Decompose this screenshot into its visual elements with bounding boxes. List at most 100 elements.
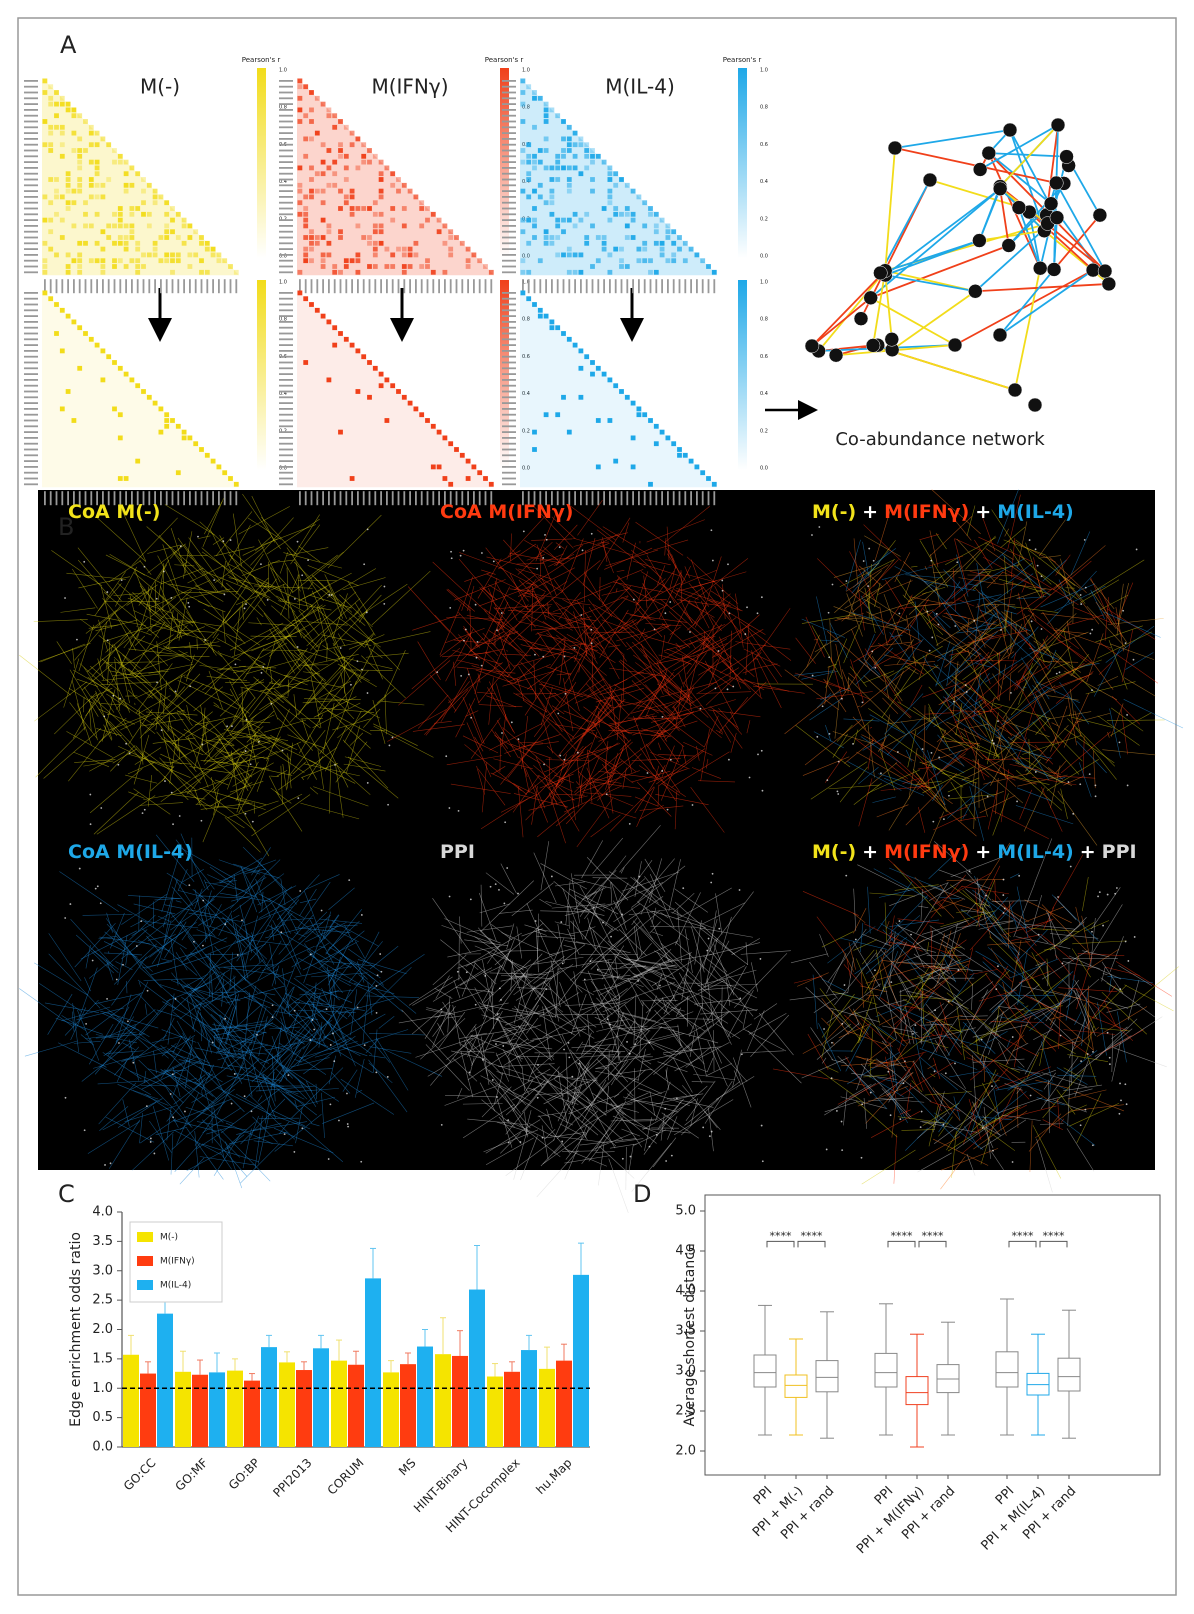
gene-label (702, 491, 704, 505)
gene-label (279, 437, 293, 439)
heatmap-cell (671, 241, 676, 246)
network-node (245, 813, 247, 815)
heatmap-cell (101, 183, 106, 188)
network-node (363, 563, 365, 565)
network-node (188, 606, 190, 608)
heatmap-cell (43, 195, 48, 200)
network-node (106, 591, 108, 593)
heatmap-cell (466, 264, 471, 269)
gene-label (279, 219, 293, 221)
gene-label (299, 491, 301, 505)
network-title: CoA M(-) (68, 501, 160, 523)
network-node (338, 1120, 340, 1122)
heatmap-cell (419, 264, 424, 269)
heatmap-cell (419, 224, 424, 229)
gene-label (650, 279, 652, 293)
heatmap-cell (124, 224, 129, 229)
network-edge (885, 275, 975, 291)
heatmap-cell (60, 102, 65, 107)
heatmap-cell (590, 264, 595, 269)
network-node (1079, 783, 1081, 785)
network-node (609, 1024, 611, 1026)
network-node (1122, 610, 1124, 612)
gene-label (279, 254, 293, 256)
heatmap-cell (338, 235, 343, 240)
network-node (175, 691, 177, 693)
network-node (822, 705, 824, 707)
heatmap-cell (60, 235, 65, 240)
gene-label (679, 491, 681, 505)
network-node (938, 756, 940, 758)
gene-label (502, 254, 516, 256)
network-node (741, 1053, 743, 1055)
heatmap-cell (448, 441, 453, 446)
gene-label (24, 425, 38, 427)
heatmap-cell (448, 247, 453, 252)
gene-label (502, 115, 516, 117)
network-node (1041, 628, 1043, 630)
network-node (606, 793, 608, 795)
heatmap-cell (521, 218, 526, 223)
network-node (866, 338, 880, 352)
heatmap-cell (66, 270, 71, 275)
heatmap-cell (147, 224, 152, 229)
gene-label (279, 478, 293, 480)
network-node (241, 919, 243, 921)
heatmap-cell (309, 302, 314, 307)
heatmap-cell (373, 366, 378, 371)
network-node (309, 1039, 311, 1041)
heatmap-cell (60, 154, 65, 159)
gene-label (311, 279, 313, 293)
gene-label (551, 279, 553, 293)
heatmap-cell (159, 235, 164, 240)
heatmap-cell (584, 235, 589, 240)
network-node (557, 713, 559, 715)
heatmap-cell (608, 218, 613, 223)
network-node (718, 650, 720, 652)
heatmap-cell (303, 235, 308, 240)
gene-label (502, 425, 516, 427)
heatmap-cell (332, 325, 337, 330)
heatmap-cell (544, 137, 549, 142)
network-node (451, 557, 453, 559)
gene-label (24, 254, 38, 256)
gene-label (125, 279, 127, 293)
network-node (262, 666, 264, 668)
gene-label (386, 491, 388, 505)
network-node (1029, 539, 1031, 541)
gene-label (24, 391, 38, 393)
heatmap-cell (106, 235, 111, 240)
heatmap-cell (671, 229, 676, 234)
network-node (648, 1042, 650, 1044)
heatmap-cell (573, 224, 578, 229)
network-node (637, 980, 639, 982)
gene-label (444, 279, 446, 293)
network-node (272, 1016, 274, 1018)
heatmap-cell (613, 247, 618, 252)
network-node (463, 640, 465, 642)
heatmap-cell (414, 407, 419, 412)
colorbar-tick-label: 0.0 (760, 466, 768, 472)
heatmap-cell (666, 229, 671, 234)
heatmap-cell (77, 148, 82, 153)
gene-label (502, 292, 516, 294)
gene-label (563, 279, 565, 293)
gene-label (502, 103, 516, 105)
gene-label (467, 279, 469, 293)
network-node (537, 1097, 539, 1099)
gene-label (24, 202, 38, 204)
heatmap-cell (303, 195, 308, 200)
heatmap-cell (344, 166, 349, 171)
gene-label (644, 279, 646, 293)
heatmap-cell (425, 264, 430, 269)
network-node (564, 656, 566, 658)
network-node (638, 876, 640, 878)
network-node (244, 607, 246, 609)
network-node (1095, 795, 1097, 797)
gene-label (574, 491, 576, 505)
heatmap-cell (579, 395, 584, 400)
network-node (222, 540, 224, 542)
network-node (65, 1097, 67, 1099)
heatmap-cell (298, 166, 303, 171)
heatmap-cell (550, 177, 555, 182)
